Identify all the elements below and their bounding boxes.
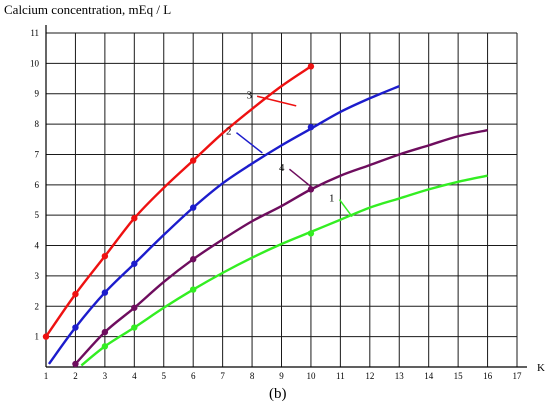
y-tick-label: 1 <box>35 332 40 342</box>
annotation-label-2: 2 <box>226 126 232 138</box>
data-point-3 <box>189 157 197 164</box>
data-point-4 <box>189 256 197 263</box>
x-tick-label: 7 <box>220 371 225 381</box>
y-tick-label: 9 <box>35 89 40 99</box>
y-tick-label: 5 <box>35 210 40 220</box>
x-tick-label: 13 <box>395 371 405 381</box>
x-tick-label: 12 <box>365 371 374 381</box>
data-point-3 <box>42 333 50 340</box>
x-tick-label: 4 <box>132 371 137 381</box>
data-point-3 <box>101 252 109 260</box>
y-tick-label: 4 <box>35 241 40 251</box>
data-point-2 <box>131 260 138 267</box>
data-point-4 <box>131 304 138 311</box>
x-tick-label: 3 <box>103 371 108 381</box>
annotation-leader-1 <box>338 199 353 218</box>
series-line-1 <box>80 174 488 367</box>
figure-caption: (b) <box>269 386 287 402</box>
x-tick-label: 16 <box>483 371 493 381</box>
y-tick-label: 6 <box>35 180 40 190</box>
x-tick-label: 8 <box>250 371 255 381</box>
data-point-4 <box>307 186 315 193</box>
data-point-3 <box>72 290 79 298</box>
x-tick-label: 2 <box>73 371 78 381</box>
x-tick-label: 14 <box>424 371 434 381</box>
y-tick-label: 3 <box>35 271 40 281</box>
data-point-1 <box>131 324 138 331</box>
x-tick-label: 1 <box>44 371 49 381</box>
data-point-2 <box>307 123 315 131</box>
annotation-label-1: 1 <box>329 193 335 205</box>
y-tick-label: 2 <box>35 301 40 311</box>
data-point-3 <box>131 215 138 222</box>
series-line-4 <box>74 128 488 365</box>
x-tick-label: 17 <box>513 371 523 381</box>
y-tick-label: 10 <box>30 58 40 68</box>
annotation-label-3: 3 <box>247 89 253 101</box>
data-point-1 <box>101 343 109 350</box>
annotation-leader-3 <box>256 95 297 107</box>
data-point-4 <box>101 328 109 336</box>
data-point-3 <box>307 63 315 70</box>
x-axis-label: K <box>537 362 545 374</box>
y-axis-label: Calcium concentration, mEq / L <box>4 2 172 17</box>
data-point-4 <box>72 360 79 368</box>
y-tick-label: 7 <box>35 149 40 159</box>
data-point-2 <box>101 289 109 296</box>
data-point-1 <box>307 230 315 237</box>
annotation-label-4: 4 <box>279 162 285 174</box>
series-line-2 <box>47 85 400 365</box>
series-line-3 <box>45 65 312 338</box>
x-tick-label: 9 <box>279 371 284 381</box>
data-point-1 <box>189 286 197 293</box>
x-tick-label: 15 <box>454 371 464 381</box>
annotation-leader-4 <box>288 168 313 189</box>
data-point-2 <box>72 324 79 331</box>
data-point-2 <box>189 204 197 211</box>
x-tick-label: 10 <box>306 371 316 381</box>
x-tick-label: 5 <box>162 371 167 381</box>
annotation-leader-2 <box>235 132 263 154</box>
y-tick-label: 11 <box>30 28 39 38</box>
x-tick-label: 6 <box>191 371 196 381</box>
y-tick-label: 8 <box>35 119 40 129</box>
x-tick-label: 11 <box>336 371 345 381</box>
